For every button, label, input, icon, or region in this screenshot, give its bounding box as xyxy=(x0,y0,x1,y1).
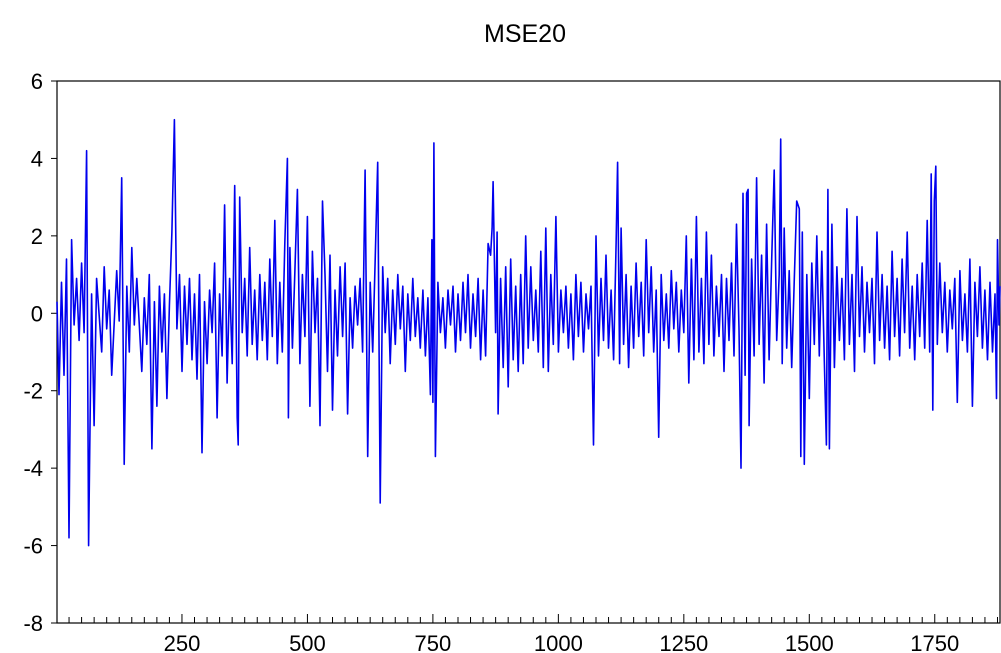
y-tick-label: -6 xyxy=(23,534,43,559)
y-tick-label: -4 xyxy=(23,456,43,481)
chart-title: MSE20 xyxy=(484,20,566,48)
x-tick-label: 1250 xyxy=(659,631,708,653)
x-tick-label: 250 xyxy=(164,631,201,653)
y-tick-label: 4 xyxy=(31,146,43,171)
series-layer xyxy=(56,118,1001,547)
series-line xyxy=(56,118,1001,547)
x-tick-label: 1000 xyxy=(534,631,583,653)
y-tick-label: 6 xyxy=(31,69,43,94)
x-tick-label: 1750 xyxy=(910,631,959,653)
y-axis: -8 -6 -4 -2 0 2 4 6 xyxy=(23,69,57,636)
y-tick-label: 2 xyxy=(31,224,43,249)
y-tick-label: -8 xyxy=(23,611,43,636)
x-tick-label: 750 xyxy=(415,631,452,653)
x-tick-label: 500 xyxy=(289,631,326,653)
plot-area xyxy=(56,80,1001,624)
y-tick-label: 0 xyxy=(31,301,43,326)
x-tick-label: 1500 xyxy=(785,631,834,653)
x-axis: 250 500 750 1000 1250 1500 1750 xyxy=(68,614,998,653)
y-tick-label: -2 xyxy=(23,379,43,404)
